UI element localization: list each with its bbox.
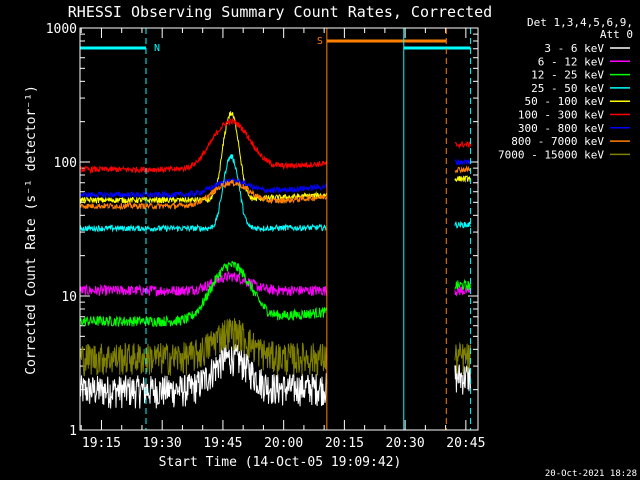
x-axis-ticks: 19:15 19:30 19:45 20:00 20:15 20:30 20:45 — [80, 28, 485, 451]
legend-header-line1: Det 1,3,4,5,6,9, — [527, 16, 633, 29]
x-tick-label: 20:15 — [325, 436, 364, 451]
legend-label: 50 - 100 keV — [525, 95, 605, 108]
flag-label: S — [317, 36, 323, 47]
series-line-4 — [79, 154, 327, 233]
plot-frame — [79, 27, 479, 431]
series-line-1 — [79, 343, 328, 409]
y-tick-label: 10 — [61, 290, 77, 305]
legend-label: 3 - 6 keV — [544, 42, 604, 55]
x-tick-label: 20:45 — [446, 436, 485, 451]
legend-label: 7000 - 15000 keV — [498, 148, 604, 161]
legend-label: 100 - 300 keV — [518, 109, 604, 122]
x-tick-label: 19:45 — [203, 436, 242, 451]
y-tick-label: 1000 — [46, 22, 77, 37]
y-tick-label: 100 — [54, 156, 77, 171]
x-tick-label: 19:15 — [82, 436, 121, 451]
x-tick-label: 20:00 — [264, 436, 303, 451]
legend-label: 300 - 800 keV — [518, 122, 604, 135]
series-line-3-post — [454, 278, 471, 291]
series-line-3 — [79, 260, 328, 327]
series-line-7 — [79, 177, 328, 199]
legend-label: 6 - 12 keV — [538, 55, 605, 68]
y-tick-label: 1 — [69, 424, 77, 439]
x-tick-label: 19:30 — [143, 436, 182, 451]
flag-label: N — [154, 43, 160, 54]
series-line-5 — [79, 111, 328, 205]
series-line-9 — [79, 318, 328, 377]
y-axis-label: Corrected Count Rate (s⁻¹ detector⁻¹) — [24, 85, 39, 375]
legend-label: 12 - 25 keV — [531, 69, 604, 82]
x-axis-label: Start Time (14-Oct-05 19:09:42) — [159, 455, 402, 470]
legend-label: 25 - 50 keV — [531, 82, 604, 95]
series-line-4-post — [454, 220, 471, 229]
series-line-2 — [79, 270, 328, 297]
series-lines — [79, 111, 471, 409]
series-line-5-post — [454, 175, 471, 183]
x-tick-label: 20:30 — [386, 436, 425, 451]
series-line-8 — [79, 179, 328, 211]
legend-label: 800 - 7000 keV — [511, 135, 604, 148]
series-line-8-post — [454, 165, 471, 174]
chart-title: RHESSI Observing Summary Count Rates, Co… — [68, 3, 492, 21]
series-line-6-post — [454, 140, 471, 150]
series-line-6 — [79, 117, 328, 175]
series-line-1-post — [454, 364, 471, 395]
y-axis-ticks: 1 10 100 1000 — [46, 22, 478, 439]
series-line-7-post — [454, 158, 471, 166]
series-line-9-post — [454, 341, 471, 375]
legend-header-line2: Att 0 — [600, 28, 633, 41]
footer-timestamp: 20-Oct-2021 18:28 — [545, 469, 637, 479]
flag-bars: NS — [80, 36, 471, 54]
